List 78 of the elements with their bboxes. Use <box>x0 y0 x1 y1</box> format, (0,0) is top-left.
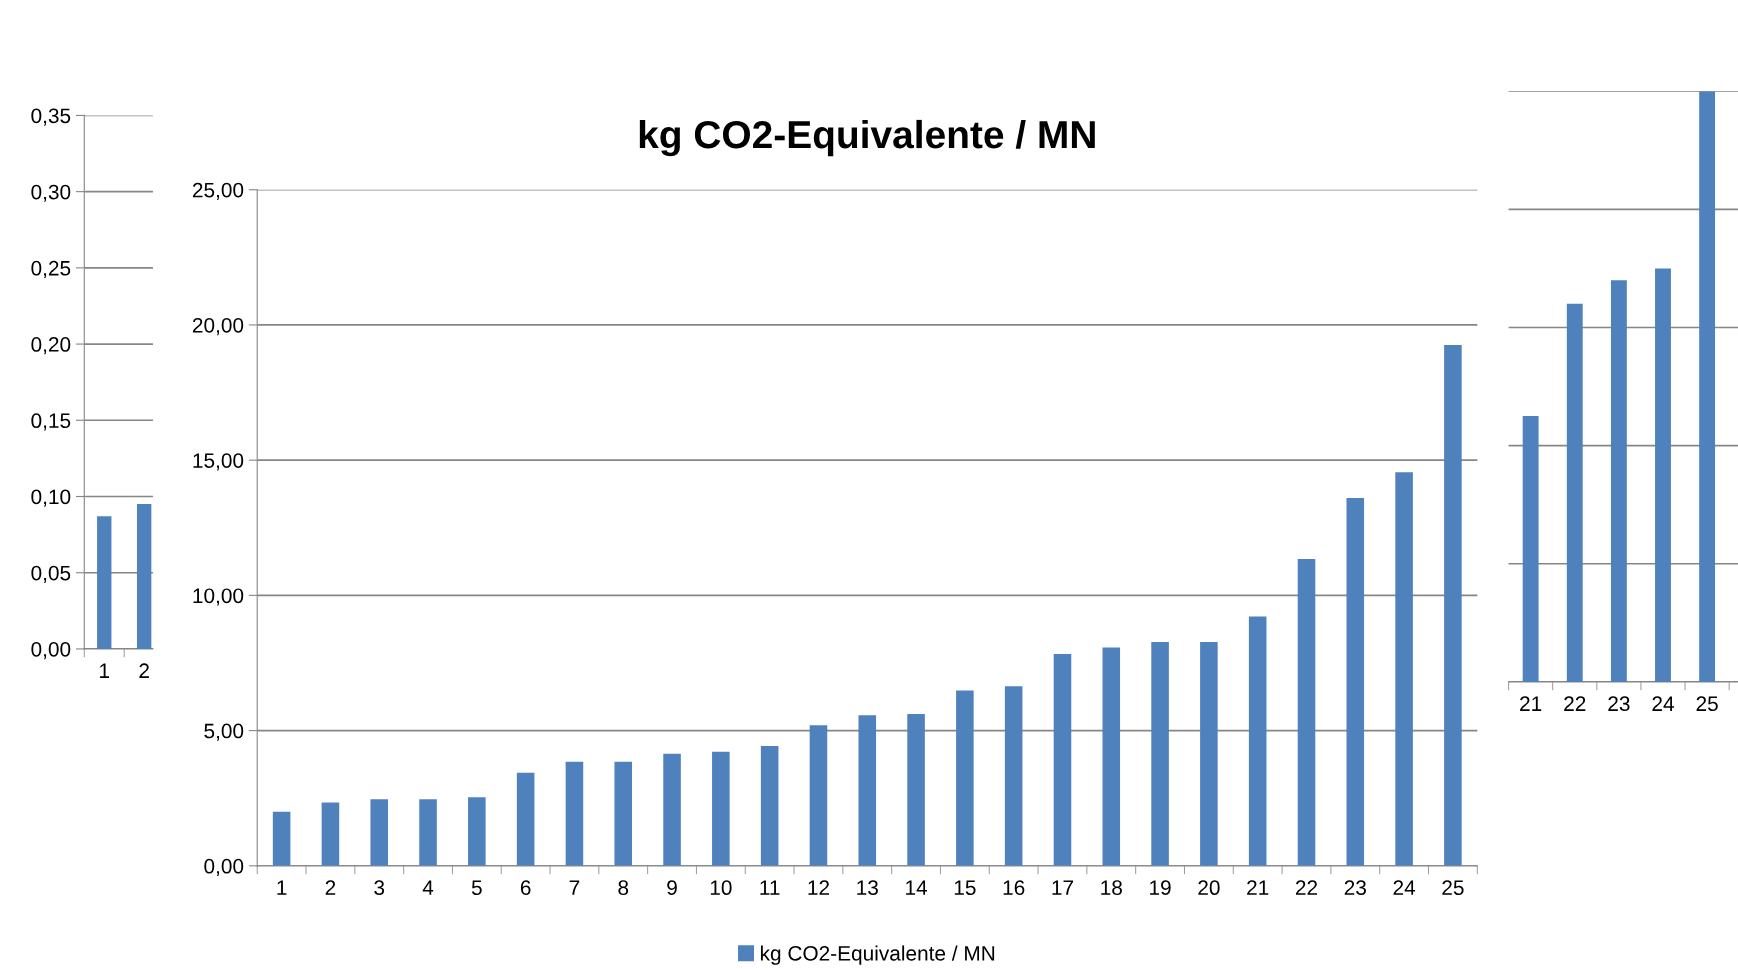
bar <box>760 746 779 866</box>
bar <box>370 799 389 866</box>
bar <box>1151 641 1169 866</box>
x-tick-label: 22 <box>1295 880 1318 895</box>
y-tick-label: 0,20 <box>31 337 71 355</box>
x-tick-label: 1 <box>277 880 287 895</box>
bar <box>1346 498 1365 866</box>
x-tick-label: 18 <box>1101 880 1122 896</box>
x-tick-label: 12 <box>808 880 829 895</box>
x-tick-label: 15 <box>954 880 976 896</box>
bar <box>419 799 437 866</box>
bar <box>516 772 535 866</box>
x-tick-label: 2 <box>139 663 149 678</box>
x-tick-label: 5 <box>471 880 482 896</box>
x-tick-label: 9 <box>667 880 677 896</box>
x-tick-label: 3 <box>374 880 385 896</box>
y-tick-label: 15,00 <box>193 453 244 471</box>
y-tick-label: 0,25 <box>31 260 71 279</box>
bar <box>1053 654 1072 866</box>
x-tick-label: 20 <box>1198 880 1220 896</box>
bar <box>1655 268 1671 682</box>
y-tick-label: 0,00 <box>31 641 71 660</box>
bar <box>1444 344 1462 866</box>
bar <box>1522 416 1539 682</box>
chart-title: kg CO2-Equivalente / MN <box>639 119 1095 157</box>
x-tick-label: 21 <box>1520 696 1542 711</box>
y-tick-label: 0,15 <box>31 413 71 431</box>
x-tick-label: 17 <box>1052 880 1074 895</box>
bar <box>468 797 486 866</box>
bar <box>1395 472 1413 866</box>
x-tick-label: 14 <box>906 880 928 895</box>
bar <box>1102 647 1121 866</box>
bar <box>1297 558 1316 866</box>
bar <box>565 761 584 866</box>
bar <box>809 725 828 866</box>
x-tick-label: 21 <box>1247 880 1269 895</box>
y-tick-label: 0,35 <box>31 108 71 126</box>
x-tick-label: 24 <box>1393 880 1416 895</box>
y-tick-label: 0,05 <box>31 565 71 583</box>
x-tick-label: 24 <box>1652 696 1674 711</box>
x-tick-label: 2 <box>325 880 336 895</box>
bar <box>1610 280 1627 682</box>
x-tick-label: 8 <box>618 880 629 896</box>
x-tick-label: 25 <box>1696 696 1718 712</box>
bar <box>1566 303 1583 682</box>
x-tick-label: 13 <box>857 880 878 896</box>
x-tick-label: 10 <box>710 880 732 896</box>
y-tick-label: 0,10 <box>31 489 71 507</box>
bar <box>1699 91 1716 682</box>
x-tick-label: 7 <box>569 880 580 895</box>
y-tick-label: 10,00 <box>193 588 244 606</box>
bar <box>272 811 291 866</box>
legend-label: kg CO2-Equivalente / MN <box>760 945 995 965</box>
bar <box>321 802 340 866</box>
bar <box>614 761 633 866</box>
y-tick-label: 0,30 <box>31 184 71 202</box>
bar <box>663 753 681 866</box>
y-tick-label: 25,00 <box>192 182 244 200</box>
bar <box>712 751 730 866</box>
x-tick-label: 23 <box>1344 880 1366 896</box>
y-tick-label: 5,00 <box>204 723 244 741</box>
bar <box>907 714 925 866</box>
y-tick-label: 20,00 <box>192 317 244 336</box>
bar <box>858 715 877 866</box>
x-tick-label: 19 <box>1150 880 1171 896</box>
x-tick-label: 4 <box>422 880 434 895</box>
bar <box>956 690 974 866</box>
bar <box>1004 686 1023 866</box>
x-tick-label: 23 <box>1608 696 1630 712</box>
bar <box>1200 641 1218 866</box>
x-tick-label: 11 <box>760 880 780 895</box>
bar <box>1248 616 1267 866</box>
x-tick-label: 25 <box>1442 880 1464 896</box>
x-tick-label: 1 <box>100 663 110 678</box>
y-tick-label: 0,00 <box>204 858 244 877</box>
x-tick-label: 6 <box>520 880 531 896</box>
x-tick-label: 22 <box>1564 696 1586 711</box>
x-tick-label: 16 <box>1003 880 1025 896</box>
